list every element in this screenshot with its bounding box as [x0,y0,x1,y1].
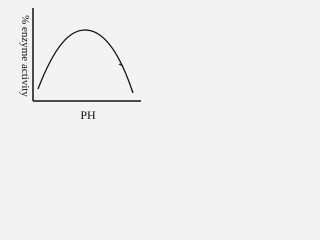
curve-mark [118,63,124,67]
background [0,0,154,132]
x-axis-label: PH [80,108,96,122]
y-axis-label: % enzyme activity [19,15,31,97]
activity-curve [37,29,134,94]
page: {"y_label": "% enzyme activity", "x_labe… [0,0,154,132]
diagram: PH % enzyme activity [0,0,154,132]
